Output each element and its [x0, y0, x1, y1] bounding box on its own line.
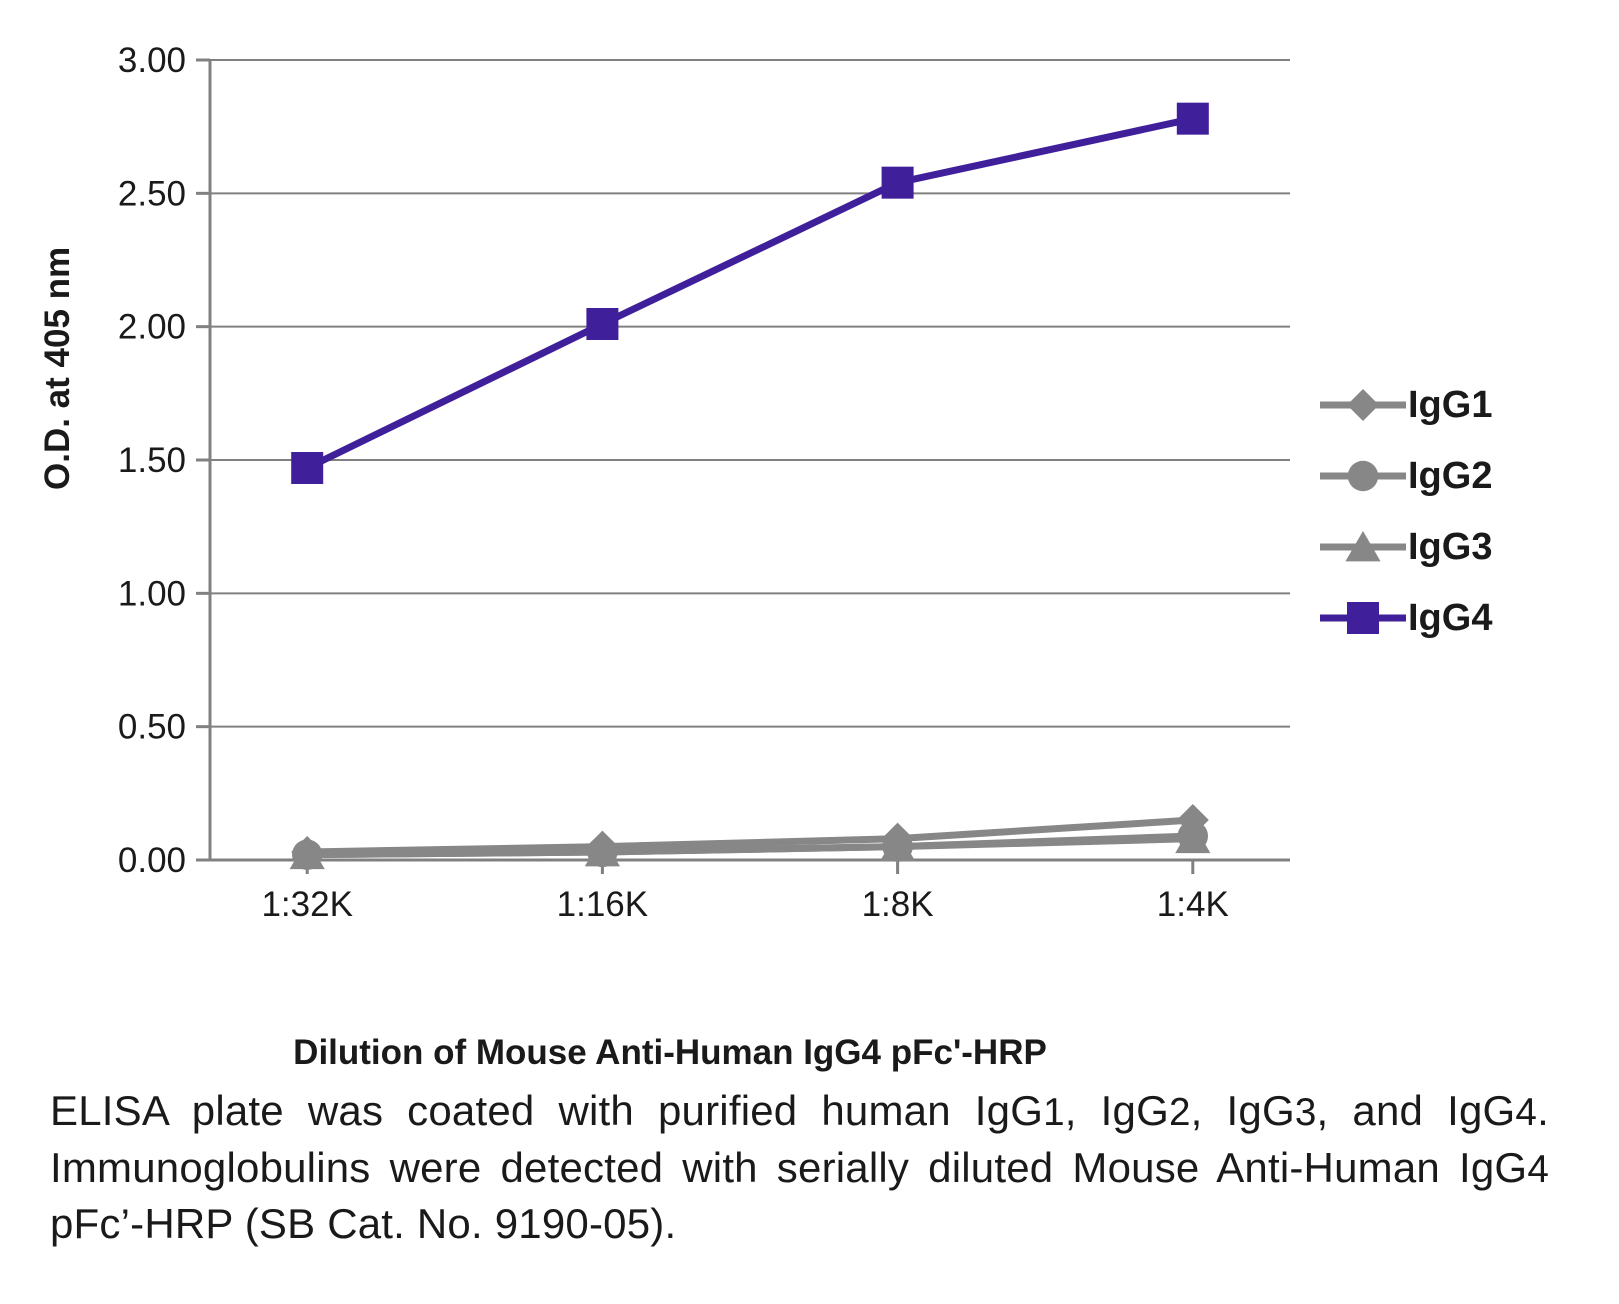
line-chart: 0.00 0.50 1.00 1.50 2.00 2.50 3.00 1:32K 1:16K 1:…: [30, 30, 1310, 1010]
legend-label: IgG2: [1408, 455, 1492, 498]
legend-swatch: [1320, 456, 1406, 496]
caption-subscript: 4: [1515, 1091, 1537, 1134]
y-tick-label: 0.00: [118, 841, 186, 880]
y-tick-label: 0.50: [118, 708, 186, 747]
caption-subscript: 3: [1295, 1091, 1317, 1134]
legend-label: IgG4: [1408, 597, 1492, 640]
y-tick-label: 1.50: [118, 441, 186, 480]
y-tick-label: 1.00: [118, 574, 186, 613]
y-axis-label: O.D. at 405 nm: [38, 247, 78, 490]
caption-subscript: 2: [1169, 1091, 1191, 1134]
legend-item: IgG3: [1320, 526, 1492, 569]
legend-item: IgG1: [1320, 384, 1492, 427]
x-axis-label: Dilution of Mouse Anti-Human IgG4 pFc'-H…: [30, 1033, 1310, 1073]
caption-subscript: 1: [1043, 1091, 1065, 1134]
legend-label: IgG1: [1408, 384, 1492, 427]
series-line: [307, 119, 1193, 468]
figure-caption: ELISA plate was coated with purified hum…: [30, 1073, 1569, 1253]
caption-text: , and IgG: [1317, 1087, 1516, 1134]
legend-label: IgG3: [1408, 526, 1492, 569]
legend-swatch: [1320, 598, 1406, 638]
y-tick-label: 2.00: [118, 308, 186, 347]
y-tick-label: 2.50: [118, 174, 186, 213]
legend-swatch: [1320, 527, 1406, 567]
caption-text: , IgG: [1191, 1087, 1295, 1134]
chart-container: O.D. at 405 nm 0.00 0.50 1.00 1.50 2.00 2.50 3…: [30, 30, 1310, 1073]
caption-text: ELISA plate was coated with purified hum…: [50, 1087, 1043, 1134]
y-tick-label: 3.00: [118, 41, 186, 80]
legend-swatch: [1320, 385, 1406, 425]
x-tick-label: 1:32K: [261, 885, 352, 924]
caption-subscript: 4: [1527, 1148, 1549, 1191]
x-tick-label: 1:16K: [557, 885, 648, 924]
caption-text: , IgG: [1065, 1087, 1169, 1134]
legend-item: IgG4: [1320, 597, 1492, 640]
x-tick-label: 1:4K: [1157, 885, 1229, 924]
legend: IgG1 IgG2 IgG3 IgG4: [1320, 384, 1492, 640]
legend-item: IgG2: [1320, 455, 1492, 498]
figure-page: O.D. at 405 nm 0.00 0.50 1.00 1.50 2.00 2.50 3…: [0, 0, 1619, 1304]
x-tick-label: 1:8K: [862, 885, 934, 924]
chart-and-legend-row: O.D. at 405 nm 0.00 0.50 1.00 1.50 2.00 2.50 3…: [30, 30, 1569, 1073]
caption-text: pFc’-HRP (SB Cat. No. 9190-05).: [50, 1200, 676, 1247]
